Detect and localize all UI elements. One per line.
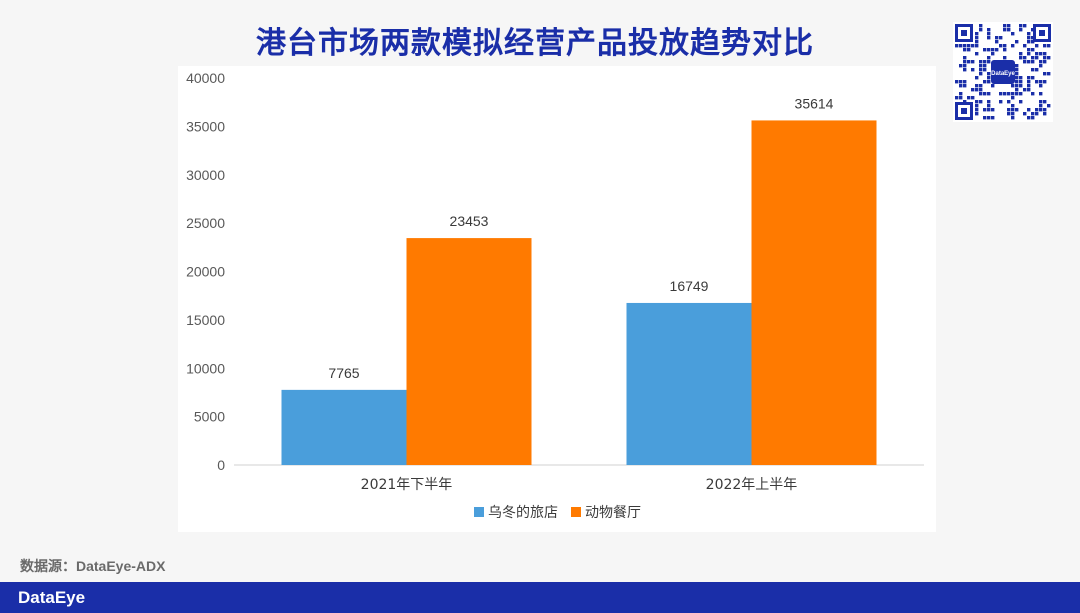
bar xyxy=(281,389,407,465)
x-tick-label: 2021年下半年 xyxy=(361,477,453,493)
svg-text:DataEye: DataEye xyxy=(991,71,1015,77)
bar-chart: 0 5000 10000 15000 20000 25000 30000 35000 40000… xyxy=(186,70,924,521)
y-tick-label: 30000 xyxy=(186,167,225,183)
chart-card: 0 5000 10000 15000 20000 25000 30000 35000 40000… xyxy=(178,66,936,532)
bar xyxy=(626,302,752,465)
legend-label: 乌冬的旅店 xyxy=(488,505,558,521)
y-tick-label: 15000 xyxy=(186,312,225,328)
y-tick-label: 25000 xyxy=(186,215,225,231)
y-tick-label: 0 xyxy=(217,457,225,473)
footer-bar: DataEye xyxy=(0,582,1080,613)
legend-swatch xyxy=(474,507,484,517)
bar xyxy=(406,238,532,465)
legend-label: 动物餐厅 xyxy=(585,505,641,521)
y-tick-label: 35000 xyxy=(186,118,225,134)
y-tick-label: 10000 xyxy=(186,360,225,376)
data-label: 35614 xyxy=(795,95,834,111)
data-label: 7765 xyxy=(328,365,359,381)
footer-brand-logo: DataEye xyxy=(18,588,86,607)
legend-swatch xyxy=(571,507,581,517)
bar xyxy=(751,120,877,465)
data-label: 16749 xyxy=(670,278,709,294)
qr-code-icon: DataEye xyxy=(953,22,1053,122)
x-tick-label: 2022年上半年 xyxy=(706,477,798,493)
y-tick-label: 40000 xyxy=(186,70,225,86)
source-note: 数据源：DataEye-ADX xyxy=(20,558,166,574)
y-tick-label: 5000 xyxy=(194,409,225,425)
page-title: 港台市场两款模拟经营产品投放趋势对比 xyxy=(256,26,814,61)
y-tick-label: 20000 xyxy=(186,264,225,280)
data-label: 23453 xyxy=(450,213,489,229)
